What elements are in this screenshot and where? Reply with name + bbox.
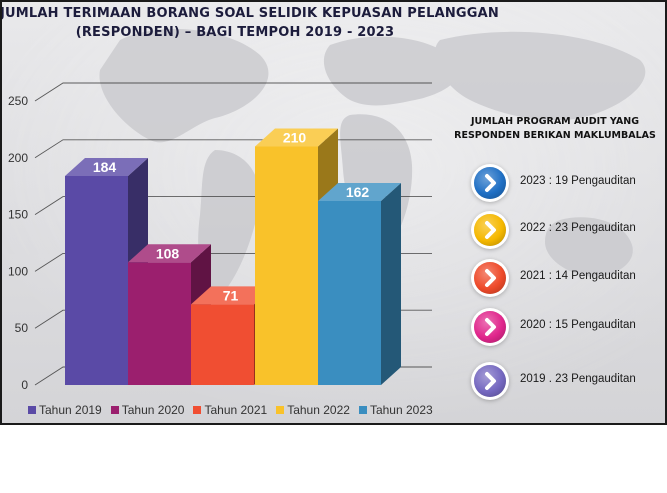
audit-item: 2022 : 23 Pengauditan bbox=[474, 214, 664, 250]
bar-top bbox=[318, 182, 401, 201]
legend-label: Tahun 2020 bbox=[121, 403, 185, 417]
gridline bbox=[34, 82, 432, 102]
audit-item-label: 2023 : 19 Pengauditan bbox=[520, 175, 636, 187]
y-tick-label: 250 bbox=[8, 94, 28, 108]
bar-data-label: 108 bbox=[156, 245, 180, 261]
audit-item: 2023 : 19 Pengauditan bbox=[474, 167, 664, 203]
legend-label: Tahun 2022 bbox=[287, 403, 350, 417]
bar-top bbox=[255, 128, 338, 147]
bar-front bbox=[255, 146, 318, 385]
audit-item-label: 2020 : 15 Pengauditan bbox=[520, 319, 636, 331]
bar-front bbox=[128, 262, 191, 385]
side-panel-title-line1: JUMLAH PROGRAM AUDIT YANG bbox=[471, 116, 639, 127]
bar-top bbox=[191, 286, 274, 305]
y-tick-label: 150 bbox=[8, 208, 28, 222]
bar-side bbox=[381, 182, 401, 385]
y-tick-label: 100 bbox=[8, 264, 28, 278]
bar-data-label: 71 bbox=[223, 287, 239, 303]
chevron-right-icon bbox=[474, 167, 506, 199]
legend-item: Tahun 2021 bbox=[193, 403, 267, 417]
bar-5: 162 bbox=[318, 182, 401, 385]
chevron-right-icon bbox=[474, 214, 506, 246]
chart-subtitle: (RESPONDEN) – BAGI TEMPOH 2019 - 2023 bbox=[75, 25, 395, 40]
legend-item: Tahun 2023 bbox=[358, 403, 433, 417]
legend-swatch bbox=[276, 406, 285, 414]
legend-swatch bbox=[358, 406, 367, 414]
bar-data-label: 210 bbox=[283, 129, 307, 145]
bar-data-label: 184 bbox=[93, 159, 117, 175]
y-tick-label: 200 bbox=[8, 151, 28, 165]
legend-swatch bbox=[110, 406, 119, 414]
bar-front bbox=[318, 200, 381, 385]
bars: 184 108 71 210 162 bbox=[65, 128, 401, 385]
legend-item: Tahun 2022 bbox=[276, 403, 350, 417]
bar-chart: 0 50 100 150 200 250 184 108 71 210 162 bbox=[0, 0, 667, 425]
chart-title: JUMLAH TERIMAAN BORANG SOAL SELIDIK KEPU… bbox=[0, 6, 500, 21]
legend-label: Tahun 2021 bbox=[204, 403, 268, 417]
legend-item: Tahun 2020 bbox=[110, 403, 185, 417]
bar-front bbox=[191, 304, 254, 385]
infographic-panel: 0 50 100 150 200 250 184 108 71 210 162 JUMLAH TE… bbox=[0, 0, 667, 425]
chevron-right-icon bbox=[474, 365, 506, 397]
audit-item: 2021 : 14 Pengauditan bbox=[474, 262, 664, 298]
bar-data-label: 162 bbox=[346, 184, 370, 200]
bar-front bbox=[65, 175, 128, 385]
legend-item: Tahun 2019 bbox=[28, 403, 102, 417]
legend-label: Tahun 2019 bbox=[39, 403, 102, 417]
legend-swatch bbox=[28, 406, 36, 414]
audit-item-label: 2021 : 14 Pengauditan bbox=[520, 270, 636, 282]
legend-swatch bbox=[193, 406, 202, 414]
audit-item: 2019 . 23 Pengauditan bbox=[474, 365, 664, 401]
y-tick-label: 50 bbox=[15, 321, 29, 335]
legend-label: Tahun 2023 bbox=[369, 403, 433, 417]
bar-top bbox=[65, 157, 148, 176]
chevron-right-icon bbox=[474, 311, 506, 343]
bar-top bbox=[128, 244, 211, 263]
side-panel-title-line2: RESPONDEN BERIKAN MAKLUMBALAS bbox=[454, 130, 656, 141]
chart-legend: Tahun 2019 Tahun 2020 Tahun 2021 Tahun 2022… bbox=[28, 402, 433, 418]
y-tick-label: 0 bbox=[21, 378, 28, 392]
audit-item-label: 2019 . 23 Pengauditan bbox=[520, 373, 636, 385]
audit-item: 2020 : 15 Pengauditan bbox=[474, 311, 664, 347]
audit-item-label: 2022 : 23 Pengauditan bbox=[520, 222, 636, 234]
chevron-right-icon bbox=[474, 262, 506, 294]
y-axis: 0 50 100 150 200 250 bbox=[8, 94, 28, 392]
